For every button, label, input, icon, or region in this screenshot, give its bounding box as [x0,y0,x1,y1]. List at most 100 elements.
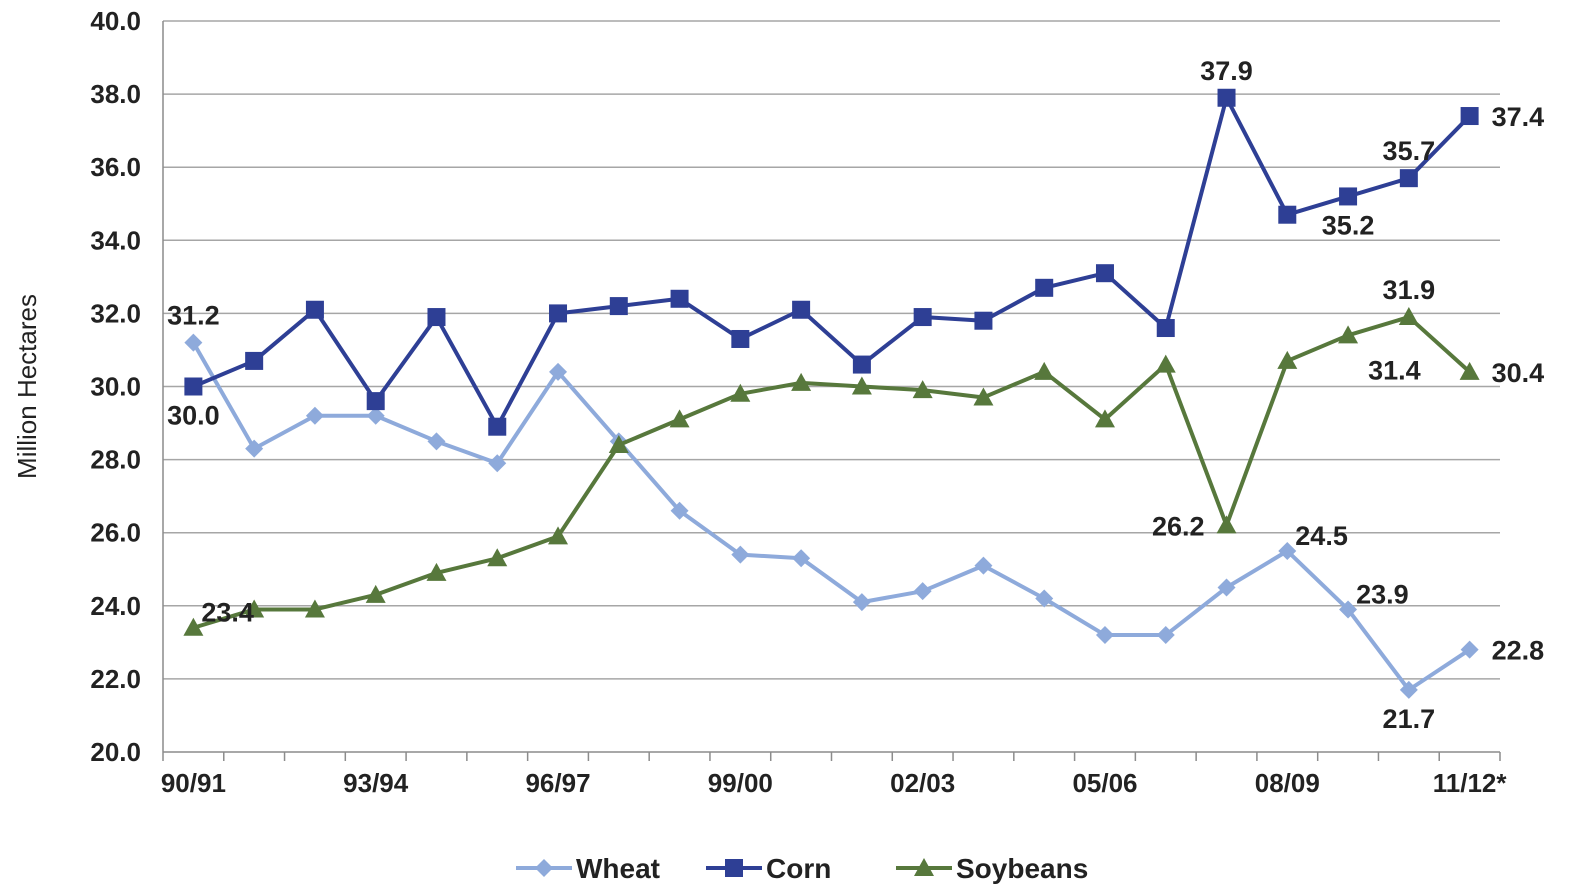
data-point-soybeans [669,409,690,428]
data-point-soybeans [1459,361,1480,380]
x-tick-label: 93/94 [343,768,409,798]
data-point-soybeans [791,372,812,391]
series-line-soybeans [192,315,1471,630]
data-point-corn [1460,107,1479,126]
data-point-corn [1399,169,1418,188]
data-label-wheat: 24.5 [1295,521,1348,551]
data-point-wheat [427,432,446,451]
data-label-corn: 30.0 [167,401,220,431]
axes: 20.0 22.0 24.0 26.0 28.0 30.0 32.0 34.0 36.0 38.0… [12,6,1507,798]
data-point-soybeans [244,599,265,618]
data-point-corn [1339,187,1358,206]
data-point-soybeans [548,526,569,545]
y-tick-label: 26.0 [90,518,141,548]
data-point-corn [792,300,811,319]
data-point-wheat [792,549,811,568]
data-point-wheat [1460,640,1479,659]
x-tick-label: 96/97 [525,768,590,798]
data-point-soybeans [973,387,994,406]
data-point-wheat [245,439,264,458]
series-line-wheat [191,341,1471,692]
legend-label-wheat: Wheat [576,853,660,884]
data-label-wheat: 21.7 [1383,704,1436,734]
x-tick-label: 99/00 [708,768,773,798]
data-point-wheat [1278,541,1297,560]
legend-marker-soybeans [914,858,934,876]
data-label-soybeans: 31.4 [1368,355,1421,385]
data-point-soybeans [1338,325,1359,344]
x-tick-label: 11/12* [1433,768,1508,798]
data-label-wheat: 31.2 [167,301,220,331]
data-point-wheat [305,406,324,425]
data-point-corn [852,355,871,374]
series-layer [183,88,1480,699]
x-tick-label: 08/09 [1255,768,1320,798]
data-point-corn [366,392,385,411]
y-axis-title: Million Hectares [12,294,42,479]
data-point-corn [731,329,750,348]
data-point-wheat [1217,578,1236,597]
data-label-corn: 35.2 [1322,210,1375,240]
data-point-soybeans [183,617,204,636]
y-tick-label: 36.0 [90,152,141,182]
data-labels: 31.2 30.0 23.4 37.9 35.7 35.2 37.4 31.9 31.4 30.4… [167,56,1544,734]
y-tick-label: 24.0 [90,591,141,621]
data-point-soybeans [365,584,386,603]
data-point-soybeans [426,562,447,581]
data-point-soybeans [1155,354,1176,373]
y-tick-label: 40.0 [90,6,141,36]
y-tick-label: 32.0 [90,298,141,328]
data-label-soybeans: 23.4 [201,598,254,628]
data-point-wheat [1399,680,1418,699]
data-point-corn [549,304,568,323]
legend: Wheat Corn Soybeans [516,853,1088,884]
y-tick-label: 22.0 [90,664,141,694]
x-tick-label: 05/06 [1072,768,1137,798]
data-point-soybeans [1277,350,1298,369]
data-point-soybeans [1034,361,1055,380]
legend-marker-corn [725,859,743,877]
data-point-soybeans [608,434,629,453]
legend-label-soybeans: Soybeans [956,853,1088,884]
data-label-corn: 37.9 [1200,56,1253,86]
data-point-corn [1278,205,1297,224]
data-label-soybeans: 31.9 [1383,275,1436,305]
data-point-corn [1095,264,1114,283]
data-point-corn [427,308,446,327]
legend-marker-wheat [535,859,553,877]
y-tick-label: 34.0 [90,225,141,255]
y-tick-label: 30.0 [90,372,141,402]
data-point-wheat [670,501,689,520]
data-point-corn [1035,278,1054,297]
data-point-soybeans [487,548,508,567]
data-point-wheat [488,454,507,473]
data-point-soybeans [912,380,933,399]
data-point-soybeans [1094,409,1115,428]
data-point-corn [305,300,324,319]
data-label-soybeans: 26.2 [1152,511,1205,541]
data-point-corn [1217,88,1236,107]
data-point-corn [184,377,203,396]
data-point-soybeans [304,599,325,618]
data-point-wheat [1339,600,1358,619]
data-point-corn [974,311,993,330]
data-point-wheat [366,406,385,425]
data-point-wheat [852,593,871,612]
y-tick-label: 28.0 [90,445,141,475]
data-point-corn [609,297,628,316]
data-label-corn: 37.4 [1492,102,1545,132]
data-point-corn [1156,319,1175,338]
data-point-wheat [913,582,932,601]
data-point-soybeans [1216,515,1237,534]
x-tick-label: 02/03 [890,768,955,798]
data-point-wheat [549,362,568,381]
data-label-corn: 35.7 [1383,136,1436,166]
data-point-soybeans [730,383,751,402]
y-tick-label: 20.0 [90,737,141,767]
data-point-corn [913,308,932,327]
data-point-wheat [974,556,993,575]
data-point-corn [488,417,507,436]
data-label-wheat: 22.8 [1492,636,1545,666]
